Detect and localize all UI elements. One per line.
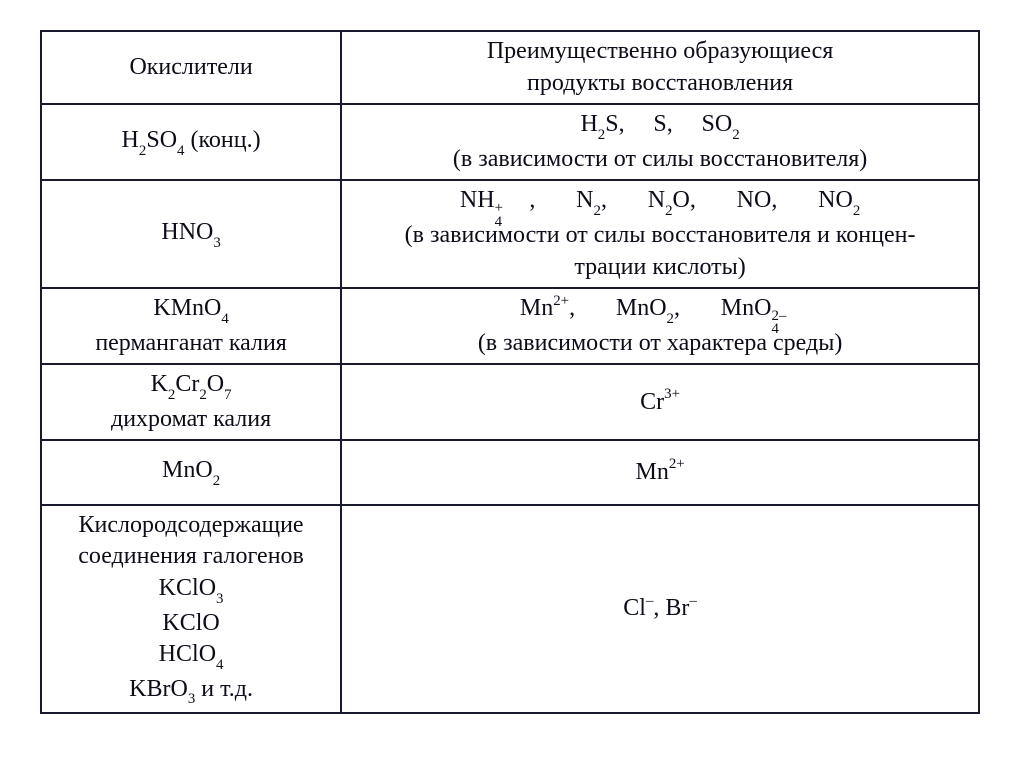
etc-suffix: и т.д.: [195, 676, 253, 702]
label-permanganate: перманганат калия: [95, 330, 287, 356]
formula-mn2plus-b: Mn2+: [635, 459, 684, 485]
table-header-row: Окислители Преимущественно образующиеся …: [41, 31, 979, 104]
formula-kclo3: KClO3: [159, 575, 224, 601]
note-depends-strength: (в зависимости от силы восстановителя): [453, 146, 867, 172]
formula-n2o: N2O: [648, 187, 690, 213]
oxidizers-table: Окислители Преимущественно образующиеся …: [40, 30, 980, 714]
header-products: Преимущественно образующиеся продукты во…: [341, 31, 979, 104]
formula-br-minus: Br–: [665, 595, 696, 621]
table-row: HNO3 NH+4 , N2, N2O, NO, NO2 (в зависимо…: [41, 180, 979, 288]
formula-h2s: H2S: [580, 111, 618, 137]
note-depends-strength-conc-l2: трации кислоты): [574, 254, 745, 280]
oxyhal-line2: соединения галогенов: [78, 543, 304, 569]
oxidizer-k2cr2o7: K2Cr2O7 дихромат калия: [41, 364, 341, 440]
formula-mno2: MnO2: [616, 295, 674, 321]
formula-hno3: HNO3: [161, 219, 220, 245]
formula-n2: N2: [576, 187, 601, 213]
formula-mno4-2minus: MnO2–4: [721, 295, 800, 321]
products-oxyhalogens: Cl–, Br–: [341, 505, 979, 713]
oxidizer-hno3: HNO3: [41, 180, 341, 288]
products-h2so4: H2S, S, SO2 (в зависимости от силы восст…: [341, 104, 979, 180]
formula-k2cr2o7: K2Cr2O7: [151, 371, 232, 397]
oxidizer-h2so4-conc: H2SO4 (конц.): [41, 104, 341, 180]
products-hno3: NH+4 , N2, N2O, NO, NO2 (в зависимости о…: [341, 180, 979, 288]
header-oxidizers: Окислители: [41, 31, 341, 104]
table-row: H2SO4 (конц.) H2S, S, SO2 (в зависимости…: [41, 104, 979, 180]
table-row: KMnO4 перманганат калия Mn2+, MnO2, MnO2…: [41, 288, 979, 364]
formula-kclo: KClO: [162, 610, 219, 636]
products-kmno4: Mn2+, MnO2, MnO2–4 (в зависимости от хар…: [341, 288, 979, 364]
oxidizer-mno2: MnO2: [41, 440, 341, 504]
formula-mno2: MnO2: [162, 457, 220, 483]
oxidizer-oxyhalogens: Кислородсодержащие соединения галогенов …: [41, 505, 341, 713]
formula-s: S: [653, 111, 666, 137]
formula-kmno4: KMnO4: [153, 295, 228, 321]
formula-so2: SO2: [702, 111, 740, 137]
formula-h2so4: H2SO4: [122, 127, 191, 153]
products-k2cr2o7: Cr3+: [341, 364, 979, 440]
formula-cl-minus: Cl–: [623, 595, 653, 621]
formula-no2: NO2: [818, 187, 860, 213]
note-depends-medium: (в зависимости от характера среды): [478, 330, 843, 356]
note-depends-strength-conc-l1: (в зависимости от силы восстановителя и …: [405, 222, 916, 248]
formula-kbro3: KBrO3: [129, 676, 195, 702]
label-dichromate: дихромат калия: [111, 406, 271, 432]
oxyhal-line1: Кислородсодержащие: [79, 512, 304, 538]
oxidizer-kmno4: KMnO4 перманганат калия: [41, 288, 341, 364]
table-row: MnO2 Mn2+: [41, 440, 979, 504]
formula-cr3plus: Cr3+: [640, 389, 680, 415]
header-products-line2: продукты восстановления: [527, 70, 793, 96]
suffix-conc: (конц.): [190, 127, 260, 153]
formula-hclo4: HClO4: [159, 641, 224, 667]
products-mno2: Mn2+: [341, 440, 979, 504]
formula-nh4plus: NH+4: [460, 187, 529, 213]
table-row: K2Cr2O7 дихромат калия Cr3+: [41, 364, 979, 440]
header-oxidizers-text: Окислители: [129, 54, 252, 80]
header-products-line1: Преимущественно образующиеся: [487, 38, 833, 64]
formula-mn2plus: Mn2+: [520, 295, 569, 321]
formula-no: NO: [737, 187, 772, 213]
table-row: Кислородсодержащие соединения галогенов …: [41, 505, 979, 713]
